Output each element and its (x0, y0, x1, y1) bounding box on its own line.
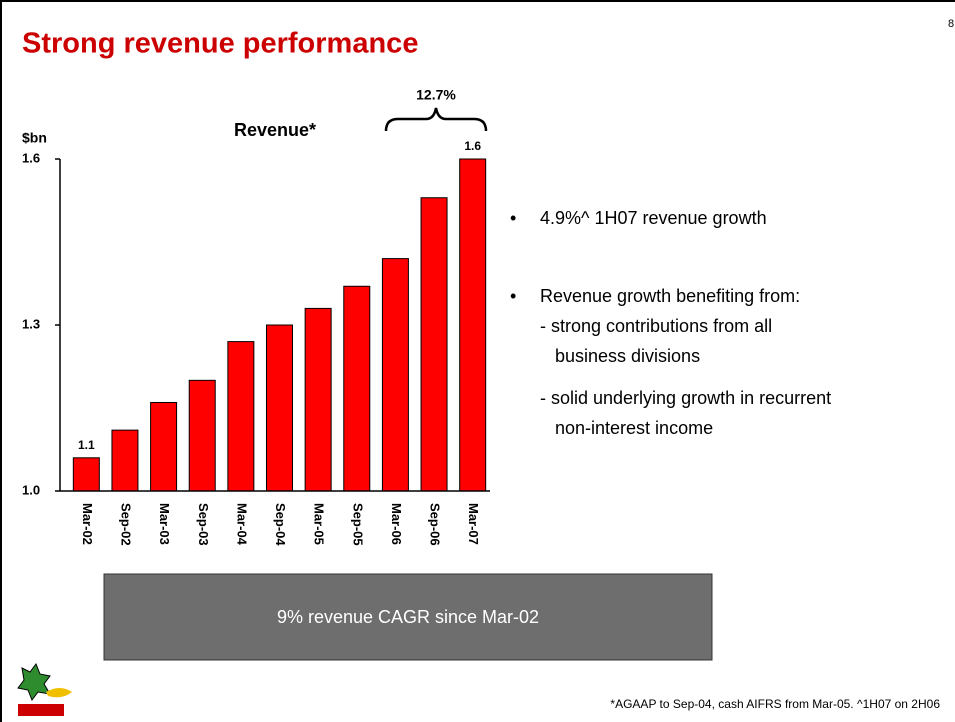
bar (459, 158, 487, 492)
y-tick-label: 1.6 (22, 150, 40, 165)
bar (343, 285, 371, 492)
x-tick-label: Mar-03 (157, 503, 172, 545)
value-label: 1.1 (78, 438, 95, 452)
value-label: 1.6 (464, 139, 481, 153)
bar (227, 341, 255, 492)
x-tick-label: Sep-04 (273, 503, 288, 546)
bar (304, 307, 332, 492)
brace (384, 107, 488, 132)
x-tick-label: Sep-06 (428, 503, 443, 546)
annotation: 12.7% (416, 87, 456, 103)
sub-bullet: business divisions (555, 346, 700, 366)
bar (188, 379, 216, 492)
bar (381, 258, 409, 492)
bar (420, 197, 448, 492)
bar (266, 324, 293, 492)
highlight-text: 9% revenue CAGR since Mar-02 (277, 607, 539, 627)
bar (150, 401, 178, 492)
y-axis-label: $bn (22, 130, 47, 146)
y-tick-label: 1.0 (22, 482, 40, 497)
footnote: *AGAAP to Sep-04, cash AIFRS from Mar-05… (610, 697, 940, 711)
slide-title: Strong revenue performance (22, 28, 418, 60)
x-tick-label: Sep-03 (196, 503, 211, 546)
bullet: Revenue growth benefiting from: (540, 286, 800, 306)
sub-bullet: non-interest income (555, 418, 713, 438)
x-tick-label: Mar-07 (466, 503, 481, 545)
highlight-box (103, 573, 713, 661)
x-tick-label: Mar-02 (80, 503, 95, 545)
page-number: 8 (948, 18, 954, 30)
bar (111, 429, 139, 492)
x-tick-label: Mar-06 (389, 503, 404, 545)
bar (72, 457, 100, 492)
x-tick-label: Mar-04 (234, 503, 249, 546)
sub-bullet: - strong contributions from all (540, 316, 772, 336)
bullet-dot: • (510, 208, 516, 228)
logo-band (18, 704, 64, 716)
x-tick-label: Sep-02 (119, 503, 134, 546)
y-tick-label: 1.3 (22, 316, 40, 331)
logo-swoosh (46, 688, 72, 698)
chart-title: Revenue* (234, 120, 316, 140)
bullet-dot: • (510, 286, 516, 306)
bullet: 4.9%^ 1H07 revenue growth (540, 208, 767, 228)
x-tick-label: Sep-05 (350, 503, 365, 546)
sub-bullet: - solid underlying growth in recurrent (540, 388, 831, 408)
logo (17, 662, 72, 716)
x-tick-label: Mar-05 (312, 503, 327, 545)
